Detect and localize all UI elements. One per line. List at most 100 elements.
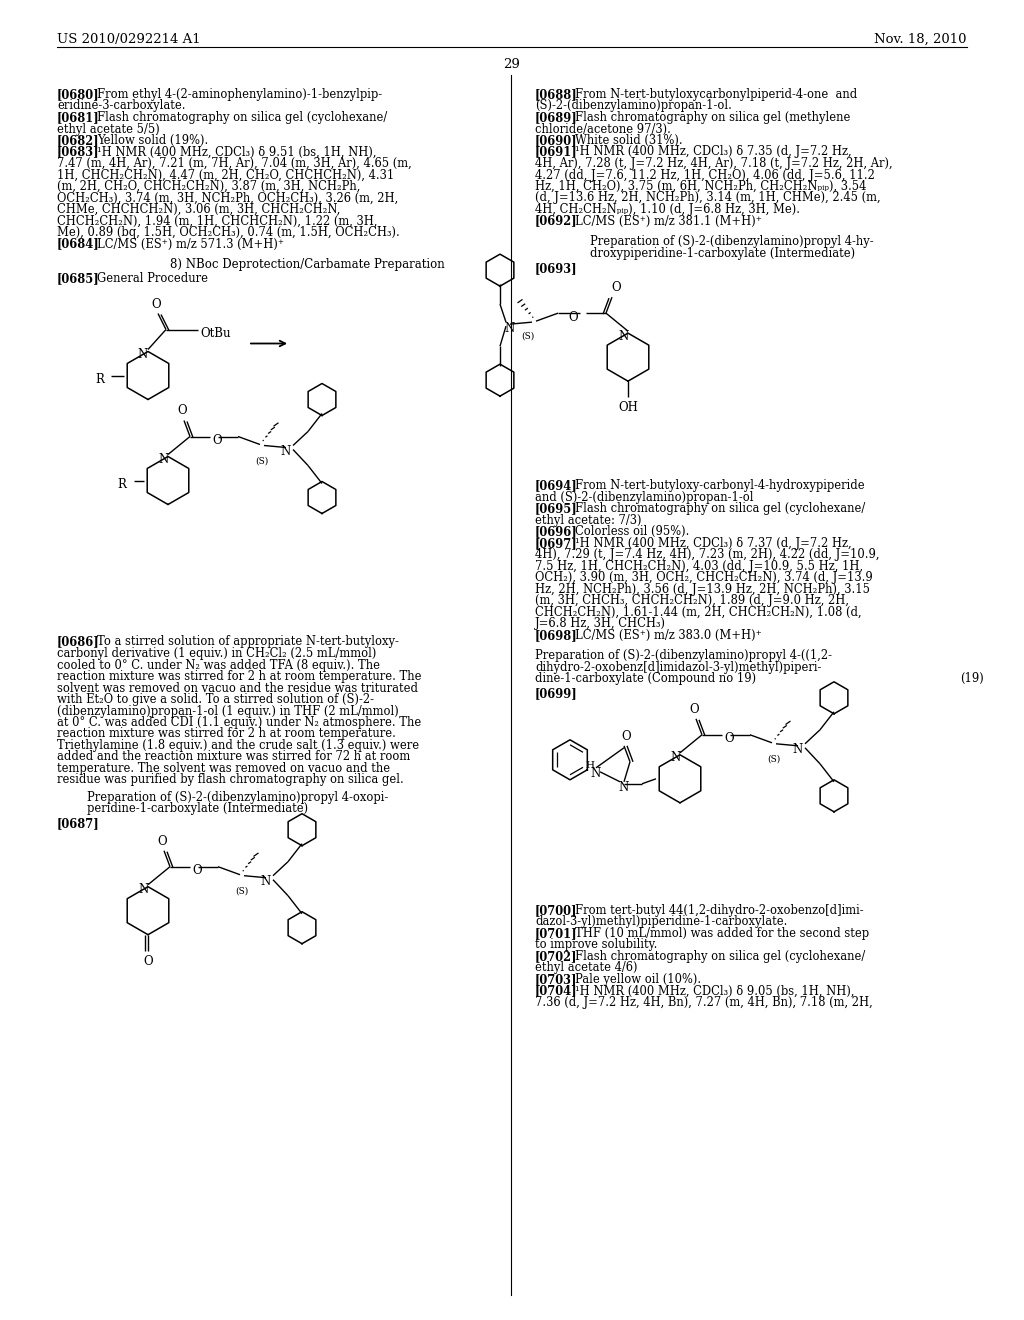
Text: (dibenzylamino)propan-1-ol (1 equiv.) in THF (2 mL/mmol): (dibenzylamino)propan-1-ol (1 equiv.) in… (57, 705, 398, 718)
Text: White solid (31%).: White solid (31%). (575, 135, 683, 147)
Text: 1H, CHCH₂CH₂N), 4.47 (m, 2H, CH₂O, CHCHCH₂N), 4.31: 1H, CHCH₂CH₂N), 4.47 (m, 2H, CH₂O, CHCHC… (57, 169, 394, 181)
Text: N: N (591, 767, 601, 780)
Text: N: N (261, 875, 271, 888)
Text: THF (10 mL/mmol) was added for the second step: THF (10 mL/mmol) was added for the secon… (575, 927, 869, 940)
Text: (m, 2H, CH₂O, CHCH₂CH₂N), 3.87 (m, 3H, NCH₂Ph,: (m, 2H, CH₂O, CHCH₂CH₂N), 3.87 (m, 3H, N… (57, 180, 360, 193)
Text: [0690]: [0690] (535, 135, 578, 147)
Text: R: R (95, 374, 104, 385)
Text: J=6.8 Hz, 3H, CHCH₃): J=6.8 Hz, 3H, CHCH₃) (535, 618, 666, 630)
Text: (d, J=13.6 Hz, 2H, NCH₂Ph), 3.14 (m, 1H, CHMe), 2.45 (m,: (d, J=13.6 Hz, 2H, NCH₂Ph), 3.14 (m, 1H,… (535, 191, 881, 205)
Text: 4H), 7.29 (t, J=7.4 Hz, 4H), 7.23 (m, 2H), 4.22 (dd, J=10.9,: 4H), 7.29 (t, J=7.4 Hz, 4H), 7.23 (m, 2H… (535, 548, 880, 561)
Text: Preparation of (S)-2-(dibenzylamino)propyl 4-oxopi-: Preparation of (S)-2-(dibenzylamino)prop… (87, 791, 388, 804)
Text: 29: 29 (504, 58, 520, 71)
Text: General Procedure: General Procedure (97, 272, 208, 285)
Text: reaction mixture was stirred for 2 h at room temperature.: reaction mixture was stirred for 2 h at … (57, 727, 396, 741)
Text: [0689]: [0689] (535, 111, 578, 124)
Text: [0683]: [0683] (57, 145, 99, 158)
Text: eridine-3-carboxylate.: eridine-3-carboxylate. (57, 99, 185, 112)
Text: 7.47 (m, 4H, Ar), 7.21 (m, 7H, Ar), 7.04 (m, 3H, Ar), 4.65 (m,: 7.47 (m, 4H, Ar), 7.21 (m, 7H, Ar), 7.04… (57, 157, 412, 170)
Text: OH: OH (618, 401, 638, 414)
Text: (19): (19) (961, 672, 984, 685)
Text: H: H (586, 762, 595, 771)
Text: 4.27 (dd, J=7.6, 11.2 Hz, 1H, CH₂O), 4.06 (dd, J=5.6, 11.2: 4.27 (dd, J=7.6, 11.2 Hz, 1H, CH₂O), 4.0… (535, 169, 874, 181)
Text: and (S)-2-(dibenzylamino)propan-1-ol: and (S)-2-(dibenzylamino)propan-1-ol (535, 491, 754, 504)
Text: N: N (505, 322, 515, 335)
Text: Preparation of (S)-2-(dibenzylamino)propyl 4-hy-: Preparation of (S)-2-(dibenzylamino)prop… (590, 235, 873, 248)
Text: solvent was removed on vacuo and the residue was triturated: solvent was removed on vacuo and the res… (57, 681, 418, 694)
Text: From tert-butyl 44(1,2-dihydro-2-oxobenzo[d]imi-: From tert-butyl 44(1,2-dihydro-2-oxobenz… (575, 904, 863, 917)
Text: [0688]: [0688] (535, 88, 578, 102)
Text: [0680]: [0680] (57, 88, 99, 102)
Text: ¹H NMR (400 MHz, CDCl₃) δ 7.37 (d, J=7.2 Hz,: ¹H NMR (400 MHz, CDCl₃) δ 7.37 (d, J=7.2… (575, 537, 852, 549)
Text: ethyl acetate 4/6): ethyl acetate 4/6) (535, 961, 638, 974)
Text: 8) NBoc Deprotection/Carbamate Preparation: 8) NBoc Deprotection/Carbamate Preparati… (170, 259, 444, 271)
Text: CHCH₂CH₂N), 1.94 (m, 1H, CHCHCH₂N), 1.22 (m, 3H,: CHCH₂CH₂N), 1.94 (m, 1H, CHCHCH₂N), 1.22… (57, 214, 378, 227)
Text: O: O (177, 404, 186, 417)
Text: ¹H NMR (400 MHz, CDCl₃) δ 9.05 (bs, 1H, NH),: ¹H NMR (400 MHz, CDCl₃) δ 9.05 (bs, 1H, … (575, 985, 854, 998)
Text: [0684]: [0684] (57, 238, 99, 251)
Text: with Et₂O to give a solid. To a stirred solution of (S)-2-: with Et₂O to give a solid. To a stirred … (57, 693, 374, 706)
Text: O: O (689, 702, 698, 715)
Text: residue was purified by flash chromatography on silica gel.: residue was purified by flash chromatogr… (57, 774, 403, 787)
Text: Hz, 2H, NCH₂Ph), 3.56 (d, J=13.9 Hz, 2H, NCH₂Ph), 3.15: Hz, 2H, NCH₂Ph), 3.56 (d, J=13.9 Hz, 2H,… (535, 582, 870, 595)
Text: [0696]: [0696] (535, 525, 578, 539)
Text: carbonyl derivative (1 equiv.) in CH₂Cl₂ (2.5 mL/mmol): carbonyl derivative (1 equiv.) in CH₂Cl₂… (57, 647, 377, 660)
Text: reaction mixture was stirred for 2 h at room temperature. The: reaction mixture was stirred for 2 h at … (57, 671, 422, 682)
Text: CHMe, CHCHCH₂N), 3.06 (m, 3H, CHCH₂CH₂N,: CHMe, CHCHCH₂N), 3.06 (m, 3H, CHCH₂CH₂N, (57, 203, 340, 216)
Text: N: N (618, 781, 629, 795)
Text: [0700]: [0700] (535, 904, 578, 917)
Text: [0686]: [0686] (57, 635, 99, 648)
Text: ethyl acetate 5/5): ethyl acetate 5/5) (57, 123, 160, 136)
Text: OCH₂CH₃), 3.74 (m, 3H, NCH₂Ph, OCH₂CH₃), 3.26 (m, 2H,: OCH₂CH₃), 3.74 (m, 3H, NCH₂Ph, OCH₂CH₃),… (57, 191, 398, 205)
Text: From N-tert-butyloxy-carbonyl-4-hydroxypiperide: From N-tert-butyloxy-carbonyl-4-hydroxyp… (575, 479, 864, 492)
Text: US 2010/0292214 A1: US 2010/0292214 A1 (57, 33, 201, 46)
Text: temperature. The solvent was removed on vacuo and the: temperature. The solvent was removed on … (57, 762, 390, 775)
Text: 4H, Ar), 7.28 (t, J=7.2 Hz, 4H, Ar), 7.18 (t, J=7.2 Hz, 2H, Ar),: 4H, Ar), 7.28 (t, J=7.2 Hz, 4H, Ar), 7.1… (535, 157, 893, 170)
Text: at 0° C. was added CDI (1.1 equiv.) under N₂ atmosphere. The: at 0° C. was added CDI (1.1 equiv.) unde… (57, 715, 421, 729)
Text: chloride/acetone 97/3).: chloride/acetone 97/3). (535, 123, 671, 136)
Text: 7.36 (d, J=7.2 Hz, 4H, Bn), 7.27 (m, 4H, Bn), 7.18 (m, 2H,: 7.36 (d, J=7.2 Hz, 4H, Bn), 7.27 (m, 4H,… (535, 995, 872, 1008)
Text: LC/MS (ES⁺) m/z 381.1 (M+H)⁺: LC/MS (ES⁺) m/z 381.1 (M+H)⁺ (575, 214, 762, 227)
Text: O: O (193, 865, 202, 878)
Text: Triethylamine (1.8 equiv.) and the crude salt (1.3 equiv.) were: Triethylamine (1.8 equiv.) and the crude… (57, 739, 419, 752)
Text: LC/MS (ES⁺) m/z 571.3 (M+H)⁺: LC/MS (ES⁺) m/z 571.3 (M+H)⁺ (97, 238, 284, 251)
Text: O: O (568, 310, 578, 323)
Text: [0702]: [0702] (535, 950, 578, 962)
Text: N: N (618, 330, 629, 343)
Text: OtBu: OtBu (200, 327, 230, 341)
Text: Flash chromatography on silica gel (methylene: Flash chromatography on silica gel (meth… (575, 111, 850, 124)
Text: Flash chromatography on silica gel (cyclohexane/: Flash chromatography on silica gel (cycl… (97, 111, 387, 124)
Text: CHCH₂CH₂N), 1.61-1.44 (m, 2H, CHCH₂CH₂N), 1.08 (d,: CHCH₂CH₂N), 1.61-1.44 (m, 2H, CHCH₂CH₂N)… (535, 606, 861, 619)
Text: Preparation of (S)-2-(dibenzylamino)propyl 4-((1,2-: Preparation of (S)-2-(dibenzylamino)prop… (535, 649, 831, 663)
Text: droxypiperidine-1-carboxylate (Intermediate): droxypiperidine-1-carboxylate (Intermedi… (590, 247, 855, 260)
Text: dine-1-carboxylate (Compound no 19): dine-1-carboxylate (Compound no 19) (535, 672, 756, 685)
Text: O: O (143, 954, 153, 968)
Text: (S): (S) (255, 457, 268, 466)
Text: ¹H NMR (400 MHz, CDCl₃) δ 7.35 (d, J=7.2 Hz,: ¹H NMR (400 MHz, CDCl₃) δ 7.35 (d, J=7.2… (575, 145, 852, 158)
Text: Hz, 1H, CH₂O), 3.75 (m, 6H, NCH₂Ph, CH₂CH₂Nₚᵢₚ), 3.54: Hz, 1H, CH₂O), 3.75 (m, 6H, NCH₂Ph, CH₂C… (535, 180, 866, 193)
Text: [0691]: [0691] (535, 145, 578, 158)
Text: [0701]: [0701] (535, 927, 578, 940)
Text: 4H, CH₂CH₂Nₚᵢₚ), 1.10 (d, J=6.8 Hz, 3H, Me).: 4H, CH₂CH₂Nₚᵢₚ), 1.10 (d, J=6.8 Hz, 3H, … (535, 203, 800, 216)
Text: O: O (152, 297, 161, 310)
Text: Pale yellow oil (10%).: Pale yellow oil (10%). (575, 973, 701, 986)
Text: (m, 3H, CHCH₃, CHCH₂CH₂N), 1.89 (d, J=9.0 Hz, 2H,: (m, 3H, CHCH₃, CHCH₂CH₂N), 1.89 (d, J=9.… (535, 594, 849, 607)
Text: Yellow solid (19%).: Yellow solid (19%). (97, 135, 208, 147)
Text: [0703]: [0703] (535, 973, 578, 986)
Text: Flash chromatography on silica gel (cyclohexane/: Flash chromatography on silica gel (cycl… (575, 502, 865, 515)
Text: [0698]: [0698] (535, 628, 578, 642)
Text: O: O (724, 733, 733, 746)
Text: LC/MS (ES⁺) m/z 383.0 (M+H)⁺: LC/MS (ES⁺) m/z 383.0 (M+H)⁺ (575, 628, 762, 642)
Text: added and the reaction mixture was stirred for 72 h at room: added and the reaction mixture was stirr… (57, 751, 411, 763)
Text: peridine-1-carboxylate (Intermediate): peridine-1-carboxylate (Intermediate) (87, 803, 308, 816)
Text: Colorless oil (95%).: Colorless oil (95%). (575, 525, 689, 539)
Text: ethyl acetate: 7/3): ethyl acetate: 7/3) (535, 513, 641, 527)
Text: [0694]: [0694] (535, 479, 578, 492)
Text: (S): (S) (521, 331, 535, 341)
Text: [0697]: [0697] (535, 537, 578, 549)
Text: (S): (S) (767, 755, 780, 764)
Text: O: O (158, 834, 167, 847)
Text: N: N (671, 751, 681, 764)
Text: [0692]: [0692] (535, 214, 578, 227)
Text: 7.5 Hz, 1H, CHCH₂CH₂N), 4.03 (dd, J=10.9, 5.5 Hz, 1H,: 7.5 Hz, 1H, CHCH₂CH₂N), 4.03 (dd, J=10.9… (535, 560, 863, 573)
